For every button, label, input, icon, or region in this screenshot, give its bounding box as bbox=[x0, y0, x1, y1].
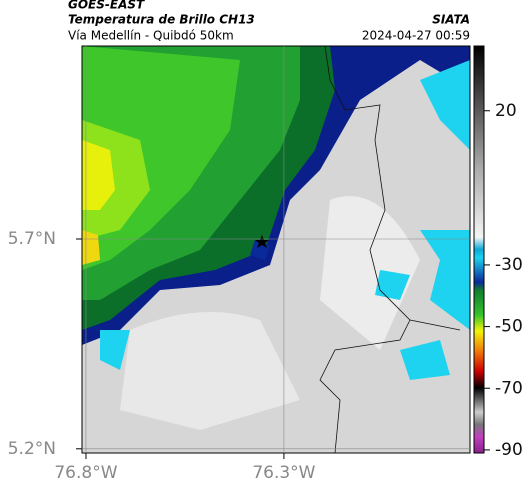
colorbar bbox=[473, 45, 485, 454]
lat-tick-label: 5.2°N bbox=[8, 439, 56, 459]
timestamp: 2024-04-27 00:59 bbox=[362, 29, 470, 43]
lon-tick-label: 76.3°W bbox=[252, 463, 315, 483]
colorbar-tick-label: -70 bbox=[495, 378, 523, 398]
colorbar-tick-label: 20 bbox=[495, 101, 517, 121]
map-frame bbox=[81, 45, 471, 454]
lon-tick-label: 76.8°W bbox=[54, 463, 117, 483]
colorbar-tick-label: -50 bbox=[495, 317, 523, 337]
title: Temperatura de Brillo CH13 bbox=[68, 13, 255, 27]
colorbar-tick-label: -90 bbox=[495, 440, 523, 460]
source: GOES-EAST bbox=[68, 0, 145, 12]
brand: SIATA bbox=[432, 13, 470, 27]
lat-tick-label: 5.7°N bbox=[8, 229, 56, 249]
map-image bbox=[82, 46, 470, 453]
colorbar-tick-label: -30 bbox=[495, 255, 523, 275]
subtitle: Vía Medellín - Quibdó 50km bbox=[68, 29, 234, 43]
